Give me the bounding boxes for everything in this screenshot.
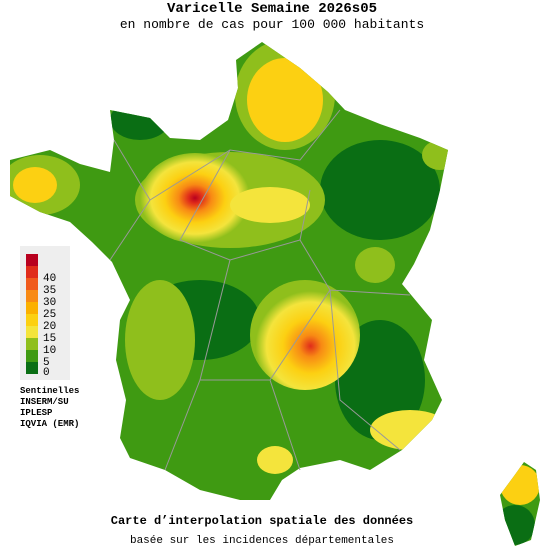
source-line: Sentinelles (20, 386, 79, 396)
legend-swatch (26, 350, 38, 362)
legend-label: 40 (43, 273, 56, 285)
source-line: IPLESP (20, 408, 53, 418)
legend-label: 5 (43, 357, 50, 369)
source-line: INSERM/SU (20, 397, 69, 407)
legend-swatch (26, 254, 38, 266)
legend-label: 20 (43, 321, 56, 333)
legend-swatch (26, 338, 38, 350)
legend-label: 25 (43, 309, 56, 321)
footer-title: Carte d’interpolation spatiale des donné… (111, 514, 413, 528)
legend-swatch (26, 362, 38, 374)
legend-label: 35 (43, 285, 56, 297)
legend-swatch (26, 266, 38, 278)
legend-swatch (26, 302, 38, 314)
legend-swatch (26, 314, 38, 326)
source-line: IQVIA (EMR) (20, 419, 79, 429)
title: Varicelle Semaine 2026s05 (167, 1, 377, 17)
footer-subtitle: basée sur les incidences départementales (130, 535, 394, 547)
legend-label: 30 (43, 297, 56, 309)
legend-label: 15 (43, 333, 56, 345)
legend-swatch (26, 290, 38, 302)
legend-swatch (26, 278, 38, 290)
legend-label: 10 (43, 345, 56, 357)
legend-label: 0 (43, 367, 50, 379)
subtitle: en nombre de cas pour 100 000 habitants (120, 17, 424, 32)
region-borders (109, 109, 411, 471)
legend-swatch (26, 326, 38, 338)
